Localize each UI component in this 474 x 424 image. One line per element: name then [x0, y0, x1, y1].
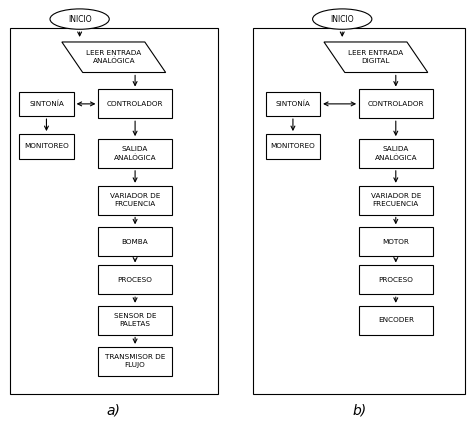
Bar: [10, 28, 218, 394]
FancyBboxPatch shape: [359, 89, 432, 118]
FancyBboxPatch shape: [359, 186, 432, 215]
FancyBboxPatch shape: [98, 89, 172, 118]
FancyBboxPatch shape: [265, 92, 320, 116]
Text: TRANSMISOR DE
FLUJO: TRANSMISOR DE FLUJO: [105, 354, 165, 368]
FancyBboxPatch shape: [359, 139, 432, 168]
Polygon shape: [62, 42, 166, 73]
Text: SINTONÍA: SINTONÍA: [29, 100, 64, 107]
Polygon shape: [324, 42, 428, 73]
Text: BOMBA: BOMBA: [122, 239, 148, 245]
Ellipse shape: [313, 9, 372, 29]
Text: PROCESO: PROCESO: [378, 277, 413, 283]
Text: VARIADOR DE
FRECUENCIA: VARIADOR DE FRECUENCIA: [371, 193, 421, 207]
Text: SENSOR DE
PALETAS: SENSOR DE PALETAS: [114, 313, 156, 327]
Text: LEER ENTRADA
DIGITAL: LEER ENTRADA DIGITAL: [348, 50, 403, 64]
Text: SINTONÍA: SINTONÍA: [275, 100, 310, 107]
FancyBboxPatch shape: [98, 227, 172, 256]
Text: VARIADOR DE
FRCUENCIA: VARIADOR DE FRCUENCIA: [110, 193, 160, 207]
Text: MONITOREO: MONITOREO: [271, 143, 315, 149]
FancyBboxPatch shape: [359, 306, 432, 335]
FancyBboxPatch shape: [19, 92, 73, 116]
FancyBboxPatch shape: [265, 134, 320, 159]
Text: MONITOREO: MONITOREO: [24, 143, 69, 149]
Text: ENCODER: ENCODER: [378, 317, 414, 323]
Text: SALIDA
ANALÓGICA: SALIDA ANALÓGICA: [374, 146, 417, 161]
Ellipse shape: [50, 9, 109, 29]
Text: PROCESO: PROCESO: [118, 277, 153, 283]
Text: a): a): [107, 403, 121, 417]
FancyBboxPatch shape: [359, 227, 432, 256]
Text: SALIDA
ANALÓGICA: SALIDA ANALÓGICA: [114, 146, 156, 161]
FancyBboxPatch shape: [98, 347, 172, 376]
FancyBboxPatch shape: [98, 186, 172, 215]
Text: CONTROLADOR: CONTROLADOR: [367, 101, 424, 107]
FancyBboxPatch shape: [98, 265, 172, 294]
Text: INICIO: INICIO: [330, 14, 354, 24]
FancyBboxPatch shape: [359, 265, 432, 294]
Text: INICIO: INICIO: [68, 14, 91, 24]
FancyBboxPatch shape: [98, 306, 172, 335]
FancyBboxPatch shape: [19, 134, 73, 159]
Text: MOTOR: MOTOR: [383, 239, 409, 245]
FancyBboxPatch shape: [98, 139, 172, 168]
Bar: [253, 28, 465, 394]
Text: CONTROLADOR: CONTROLADOR: [107, 101, 164, 107]
Text: b): b): [352, 403, 366, 417]
Text: LEER ENTRADA
ANALÓGICA: LEER ENTRADA ANALÓGICA: [86, 50, 141, 64]
